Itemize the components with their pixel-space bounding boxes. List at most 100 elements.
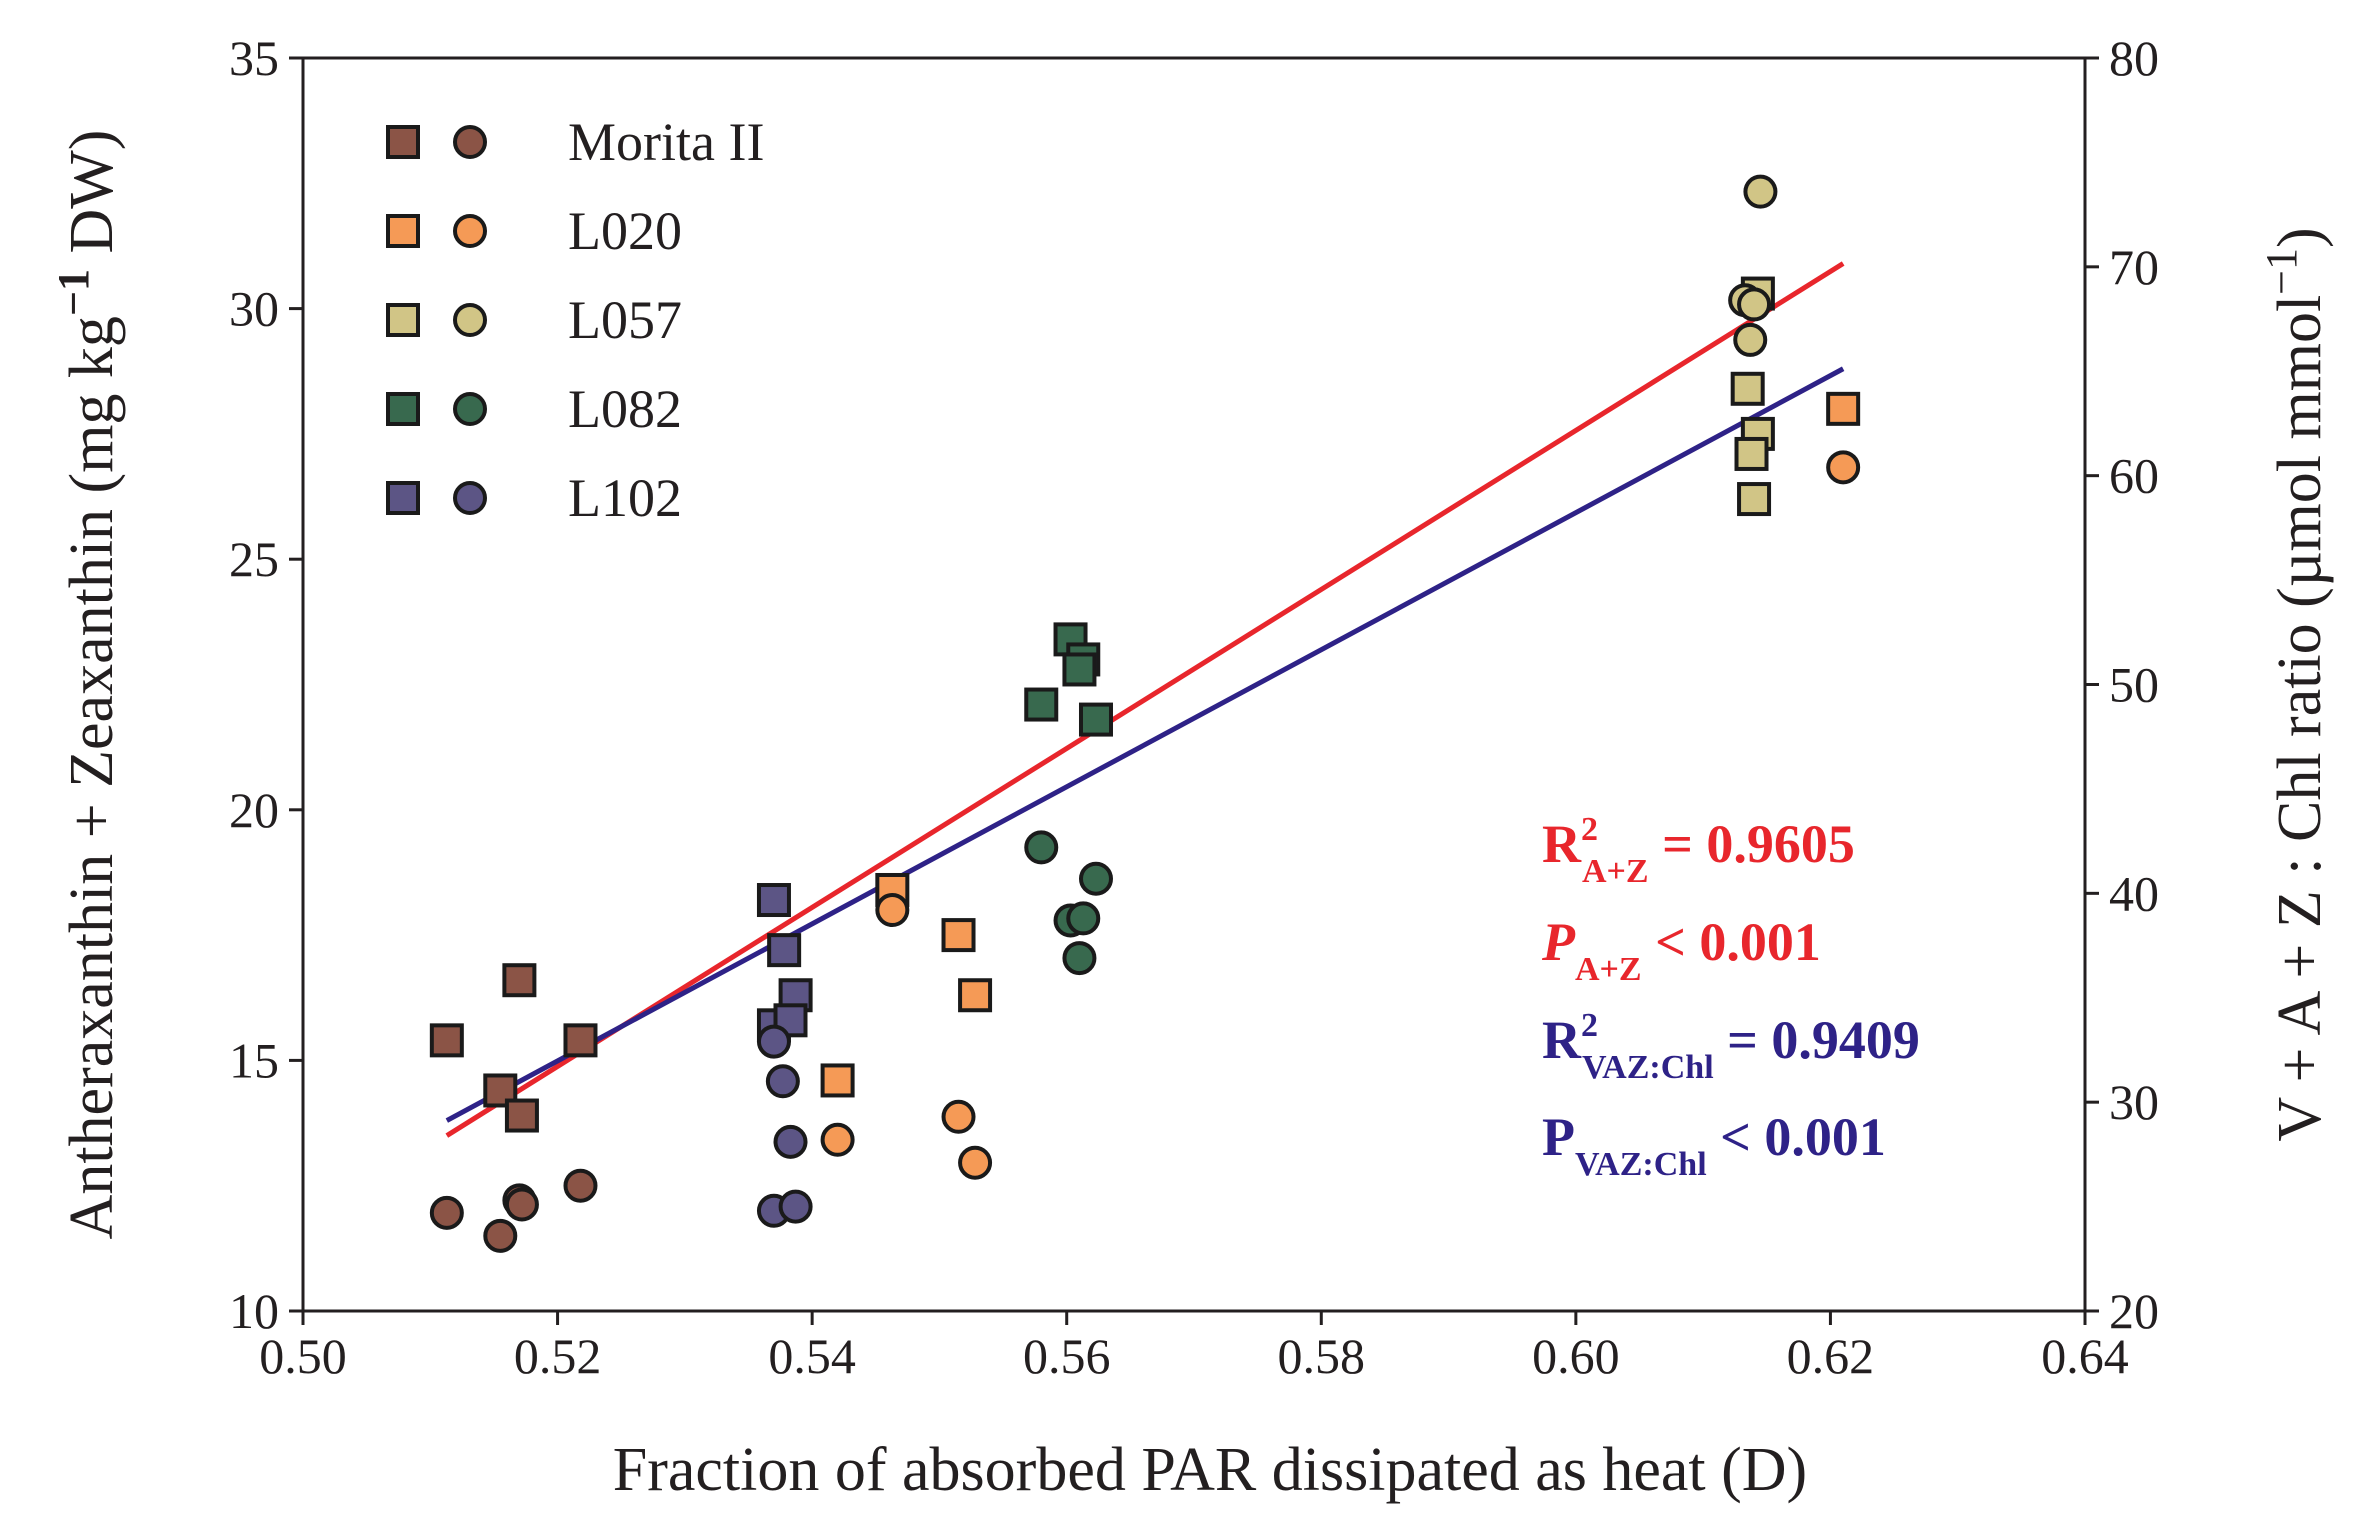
data-point-square xyxy=(1734,436,1769,471)
legend-label: L057 xyxy=(568,290,682,350)
stat-superscript: 2 xyxy=(1581,811,1598,848)
stat-subscript: A+Z xyxy=(1575,951,1642,988)
axis-titles: Fraction of absorbed PAR dissipated as h… xyxy=(49,130,2334,1504)
data-point-circle xyxy=(483,1218,518,1253)
stat-value: = 0.9409 xyxy=(1714,1010,1920,1070)
stat-paz: PA+Z < 0.001 xyxy=(1541,912,1821,988)
y-left-tick-label: 30 xyxy=(229,281,279,337)
x-tick-label: 0.52 xyxy=(514,1328,602,1384)
data-point-circle xyxy=(1078,861,1113,896)
stat-superscript: 2 xyxy=(1581,1007,1598,1044)
x-tick-label: 0.62 xyxy=(1787,1328,1875,1384)
y-left-tick-label: 10 xyxy=(229,1283,279,1339)
data-point-circle xyxy=(1737,287,1772,322)
y-right-tick-label: 40 xyxy=(2109,865,2159,921)
data-point-circle xyxy=(941,1099,976,1134)
data-point-square xyxy=(504,1098,539,1133)
data-point-circle xyxy=(1743,174,1778,209)
legend-circle-marker xyxy=(453,214,487,248)
stat-value: < 0.001 xyxy=(1707,1107,1886,1167)
data-point-square xyxy=(1737,482,1772,517)
y-right-title-end: ) xyxy=(2266,227,2334,248)
y-left-title-end: DW) xyxy=(58,130,126,269)
legend-label: L102 xyxy=(568,468,682,528)
data-point-square xyxy=(756,883,791,918)
data-point-circle xyxy=(820,1122,855,1157)
stat-r2az: R2 A+Z = 0.9605 xyxy=(1542,811,1855,890)
legend-circle-marker xyxy=(453,481,487,515)
data-point-circle xyxy=(504,1187,539,1222)
fit-line xyxy=(445,366,1845,1123)
y-right-tick-label: 80 xyxy=(2109,30,2159,86)
y-right-tick-label: 50 xyxy=(2109,657,2159,713)
data-point-square xyxy=(502,963,537,998)
y-right-tick-label: 30 xyxy=(2109,1074,2159,1130)
stat-value: < 0.001 xyxy=(1642,912,1821,972)
y-left-tick-label: 25 xyxy=(229,531,279,587)
data-point-circle xyxy=(1826,450,1861,485)
x-axis-title: Fraction of absorbed PAR dissipated as h… xyxy=(613,1436,1807,1504)
data-point-square xyxy=(429,1023,464,1058)
x-tick-label: 0.60 xyxy=(1532,1328,1620,1384)
stat-pvaz: PVAZ:Chl < 0.001 xyxy=(1542,1107,1886,1183)
y-left-title-main: Antheraxanthin + Zeaxanthin (mg kg xyxy=(58,316,126,1239)
axes: 0.50 0.52 0.54 0.56 0.58 0.60 0.62 0.6410152025… xyxy=(229,30,2159,1384)
legend: Morita II L020 L057 L082 L102 xyxy=(386,112,764,528)
data-point-circle xyxy=(756,1024,791,1059)
legend-circle-marker xyxy=(453,392,487,426)
y-left-tick-label: 15 xyxy=(229,1032,279,1088)
x-tick-label: 0.58 xyxy=(1278,1328,1366,1384)
data-point-circle xyxy=(958,1145,993,1180)
legend-label: L082 xyxy=(568,379,682,439)
legend-circle-marker xyxy=(453,125,487,159)
fit-line xyxy=(445,261,1845,1138)
stat-prefix: P xyxy=(1542,1107,1575,1167)
legend-label: Morita II xyxy=(568,112,764,172)
data-point-square xyxy=(1078,702,1113,737)
data-point-square xyxy=(1826,391,1861,426)
legend-label: L020 xyxy=(568,201,682,261)
y-right-tick-label: 70 xyxy=(2109,239,2159,295)
data-point-square xyxy=(1730,371,1765,406)
legend-square-marker xyxy=(386,392,420,426)
data-point-circle xyxy=(563,1168,598,1203)
y-right-axis-title: V + A + Z : Chl ratio (µmol mmol−1) xyxy=(2257,227,2334,1141)
data-point-circle xyxy=(429,1195,464,1230)
legend-square-marker xyxy=(386,303,420,337)
stat-prefix: R xyxy=(1542,1010,1582,1070)
legend-square-marker xyxy=(386,125,420,159)
stat-prefix: P xyxy=(1541,912,1576,972)
y-right-title-sup: −1 xyxy=(2257,248,2306,295)
y-left-axis-title: Antheraxanthin + Zeaxanthin (mg kg−1 DW) xyxy=(49,130,126,1240)
y-left-tick-label: 35 xyxy=(229,30,279,86)
data-point-circle xyxy=(1733,322,1768,357)
data-point-circle xyxy=(773,1124,808,1159)
data-point-square xyxy=(767,933,802,968)
data-point-circle xyxy=(778,1189,813,1224)
stat-prefix: R xyxy=(1542,814,1582,874)
x-tick-label: 0.50 xyxy=(259,1328,347,1384)
data-point-circle xyxy=(875,893,910,928)
fit-lines xyxy=(445,261,1845,1138)
data-point-square xyxy=(563,1023,598,1058)
y-left-tick-label: 20 xyxy=(229,782,279,838)
data-point-circle xyxy=(765,1064,800,1099)
y-left-title-sup: −1 xyxy=(49,269,98,316)
data-points xyxy=(429,174,1861,1253)
data-point-square xyxy=(958,978,993,1013)
stat-subscript: VAZ:Chl xyxy=(1582,1049,1714,1086)
stat-subscript: A+Z xyxy=(1582,853,1649,890)
y-right-tick-label: 60 xyxy=(2109,448,2159,504)
data-point-circle xyxy=(1024,830,1059,865)
data-point-square xyxy=(941,918,976,953)
data-point-square xyxy=(820,1063,855,1098)
data-point-circle xyxy=(1066,901,1101,936)
x-tick-label: 0.56 xyxy=(1023,1328,1111,1384)
data-point-square xyxy=(1024,687,1059,722)
legend-circle-marker xyxy=(453,303,487,337)
stat-r2vaz: R2 VAZ:Chl = 0.9409 xyxy=(1542,1007,1920,1086)
y-right-title-main: V + A + Z : Chl ratio (µmol mmol xyxy=(2266,295,2334,1142)
legend-square-marker xyxy=(386,481,420,515)
